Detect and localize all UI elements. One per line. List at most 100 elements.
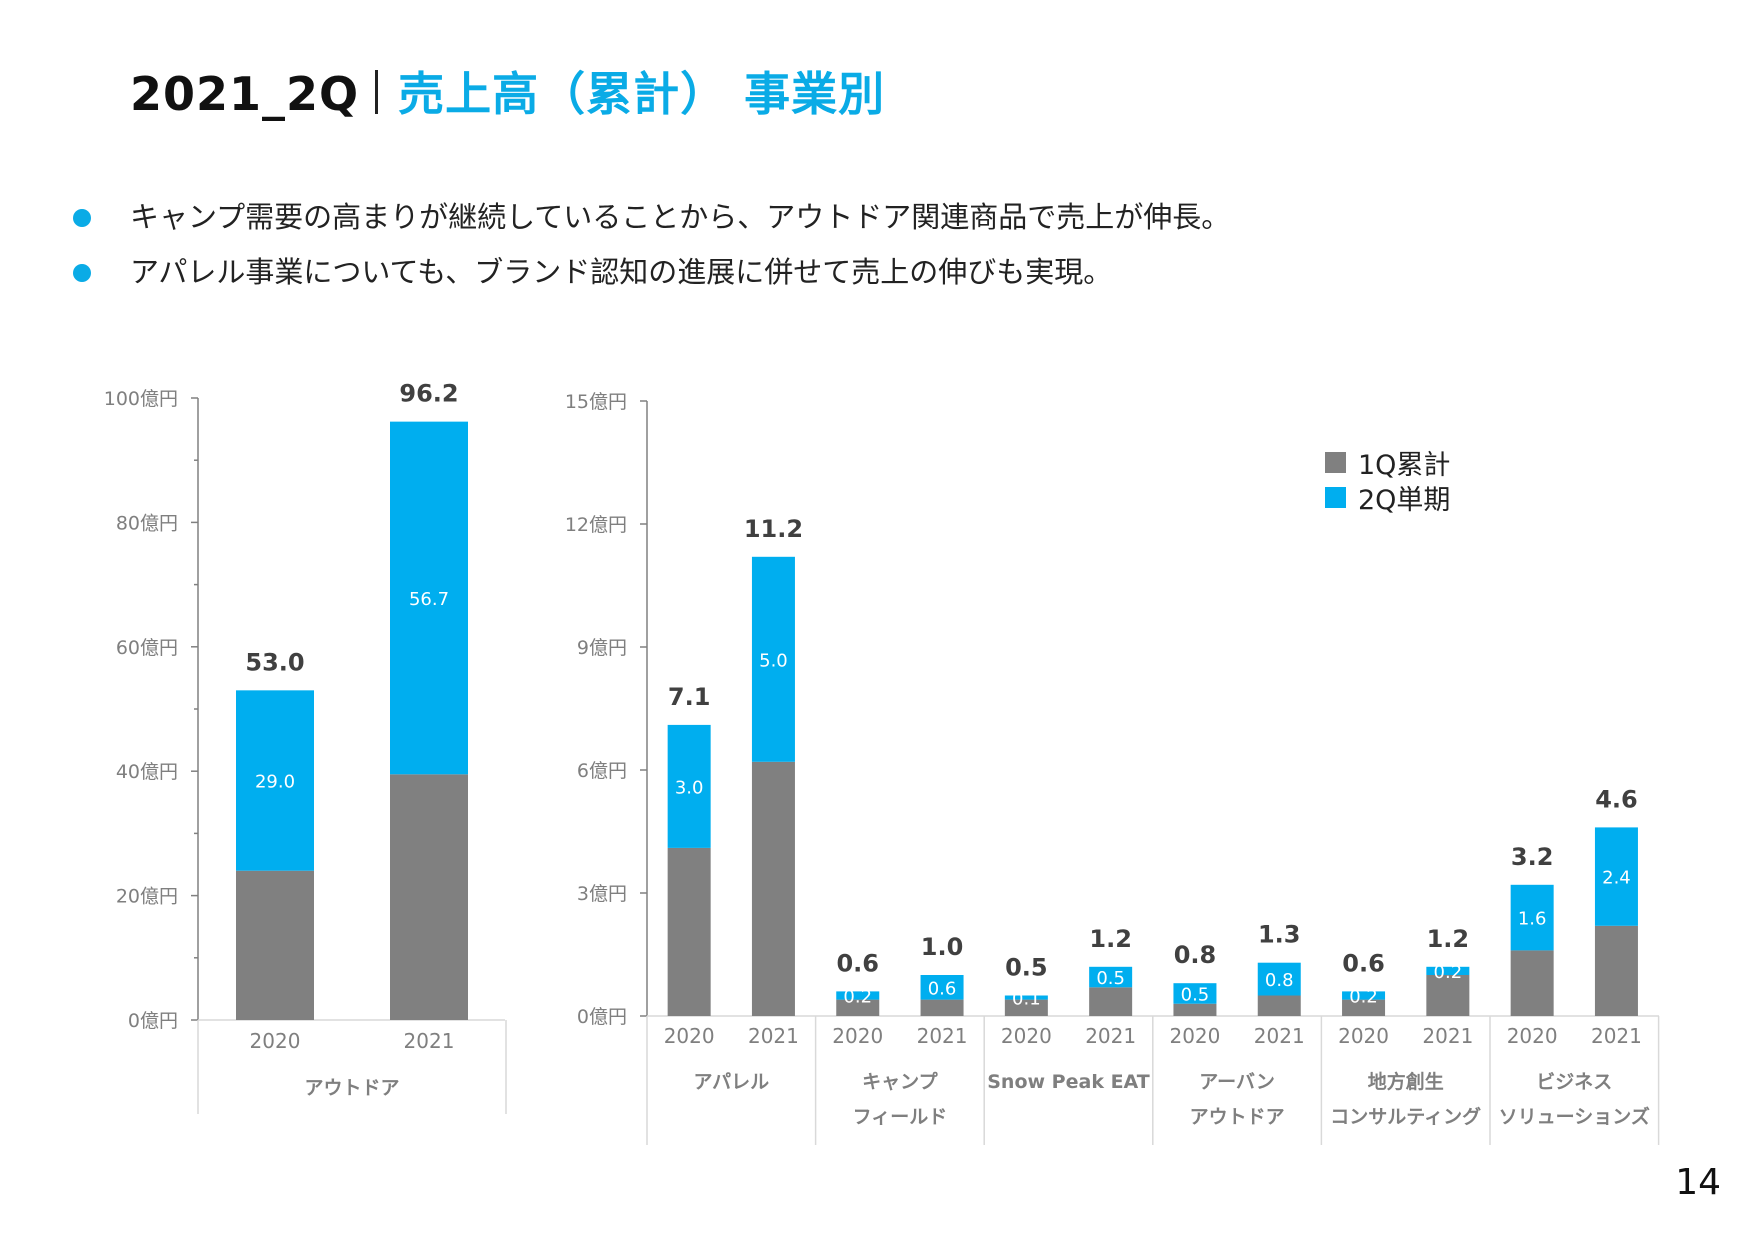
bar-q2-2020 [1342, 991, 1386, 1000]
group-label: アーバン [1199, 1071, 1275, 1093]
x-tick-label: 2021 [917, 1024, 968, 1048]
bullet-text: アパレル事業についても、ブランド認知の進展に併せて売上の伸びも実現。 [130, 255, 1113, 289]
data-label-total: 0.6 [836, 949, 879, 977]
data-label-total: 0.8 [1174, 941, 1217, 969]
y-tick-label: 6億円 [577, 760, 627, 782]
data-label-total: 53.0 [245, 648, 304, 676]
title-main: 売上高（累計） 事業別 [398, 67, 886, 121]
bullet-item: キャンプ需要の高まりが継続していることから、アウトドア関連商品で売上が伸長。 [70, 190, 1230, 245]
group-label: キャンプ [862, 1070, 938, 1093]
bar-q2-2020 [1510, 884, 1554, 951]
bullet-text: キャンプ需要の高まりが継続していることから、アウトドア関連商品で売上が伸長。 [130, 200, 1231, 234]
x-tick-label: 2020 [664, 1024, 715, 1048]
data-label-total: 7.1 [668, 683, 711, 711]
data-label-total: 1.2 [1427, 925, 1470, 953]
data-label-q2: 3.0 [675, 777, 704, 798]
legend-item-q1: 1Q累計 [1325, 445, 1451, 481]
data-label-q2: 0.1 [1012, 989, 1041, 1010]
x-tick-label: 2021 [748, 1024, 799, 1048]
y-tick-label: 60億円 [116, 637, 178, 659]
data-label-q2: 5.0 [759, 650, 788, 671]
y-tick-label: 80億円 [116, 512, 178, 534]
bar-q1-2020 [236, 870, 314, 1020]
x-tick-label: 2020 [1507, 1024, 1558, 1048]
data-label-q2: 0.2 [1434, 962, 1463, 983]
y-tick-label: 9億円 [577, 637, 627, 659]
bullet-item: アパレル事業についても、ブランド認知の進展に併せて売上の伸びも実現。 [70, 245, 1230, 300]
bar-q1-2021 [1594, 925, 1638, 1016]
x-tick-label: 2021 [404, 1029, 455, 1053]
bar-q2-2021 [751, 556, 795, 762]
x-tick-label: 2020 [1338, 1024, 1389, 1048]
title-separator [375, 70, 379, 114]
data-label-q2: 0.5 [1181, 984, 1210, 1005]
bar-q1-2021 [390, 774, 468, 1020]
group-label: 地方創生 [1368, 1070, 1444, 1093]
bar-q2-2020 [236, 690, 314, 871]
y-tick-label: 20億円 [116, 886, 178, 908]
bar-q1-2020 [667, 847, 711, 1016]
data-label-total: 3.2 [1511, 843, 1554, 871]
bullet-dot-icon [73, 264, 91, 282]
bar-q1-2020 [1342, 999, 1386, 1016]
y-tick-label: 15億円 [565, 391, 627, 413]
bullet-dot-icon [73, 209, 91, 227]
bar-q1-2021 [1089, 987, 1133, 1016]
data-label-total: 11.2 [744, 515, 803, 543]
data-label-total: 1.0 [921, 933, 964, 961]
bar-q1-2021 [751, 761, 795, 1016]
y-tick-label: 0億円 [128, 1010, 178, 1032]
x-tick-label: 2021 [1254, 1024, 1305, 1048]
bar-q1-2020 [1173, 1003, 1217, 1016]
group-label: Snow Peak EAT [987, 1071, 1150, 1093]
y-tick-label: 12億円 [565, 514, 627, 536]
data-label-total: 0.6 [1342, 949, 1385, 977]
group-label: フィールド [853, 1106, 948, 1128]
bullet-list: キャンプ需要の高まりが継続していることから、アウトドア関連商品で売上が伸長。 ア… [70, 190, 1230, 300]
data-label-q2: 0.2 [843, 987, 872, 1008]
y-tick-label: 100億円 [104, 388, 178, 410]
data-label-total: 1.2 [1089, 925, 1132, 953]
bar-q2-2021 [390, 421, 468, 775]
bar-q1-2020 [836, 999, 880, 1016]
bar-q1-2020 [1510, 950, 1554, 1016]
bar-q2-2021 [920, 975, 964, 1000]
x-tick-label: 2020 [832, 1024, 883, 1048]
data-label-total: 0.5 [1005, 954, 1048, 982]
page-number: 14 [1675, 1162, 1721, 1203]
data-label-q2: 0.8 [1265, 970, 1294, 991]
bar-q1-2021 [1257, 995, 1301, 1016]
legend-label: 1Q累計 [1358, 450, 1451, 481]
group-label: コンサルティング [1330, 1105, 1481, 1128]
bar-q1-2021 [920, 999, 964, 1016]
bar-q2-2020 [836, 991, 880, 1000]
legend-item-q2: 2Q単期 [1325, 480, 1451, 516]
chart-legend: 1Q累計 2Q単期 [1325, 445, 1451, 516]
data-label-q2: 2.4 [1602, 868, 1631, 889]
x-tick-label: 2021 [1422, 1024, 1473, 1048]
data-label-total: 96.2 [399, 380, 458, 408]
bar-q2-2020 [667, 724, 711, 848]
group-label: アウトドア [304, 1077, 399, 1099]
data-label-q2: 0.5 [1096, 968, 1125, 989]
bar-q2-2021 [1089, 966, 1133, 988]
y-tick-label: 3億円 [577, 883, 627, 905]
group-label: アパレル [693, 1071, 769, 1093]
bar-q1-2021 [1426, 975, 1470, 1016]
data-label-total: 4.6 [1595, 785, 1638, 813]
legend-label: 2Q単期 [1358, 485, 1451, 516]
bar-q2-2020 [1004, 995, 1048, 1000]
data-label-q2: 56.7 [409, 589, 449, 610]
y-tick-label: 40億円 [116, 761, 178, 783]
bar-q2-2021 [1426, 966, 1470, 975]
x-tick-label: 2021 [1085, 1024, 1136, 1048]
bar-q2-2020 [1173, 983, 1217, 1004]
x-tick-label: 2020 [250, 1029, 301, 1053]
x-tick-label: 2020 [1001, 1024, 1052, 1048]
group-label: ビジネス [1536, 1071, 1612, 1093]
legend-swatch-q2 [1325, 487, 1346, 508]
group-label: ソリューションズ [1499, 1105, 1650, 1128]
bar-q2-2021 [1257, 962, 1301, 996]
data-label-total: 1.3 [1258, 921, 1301, 949]
